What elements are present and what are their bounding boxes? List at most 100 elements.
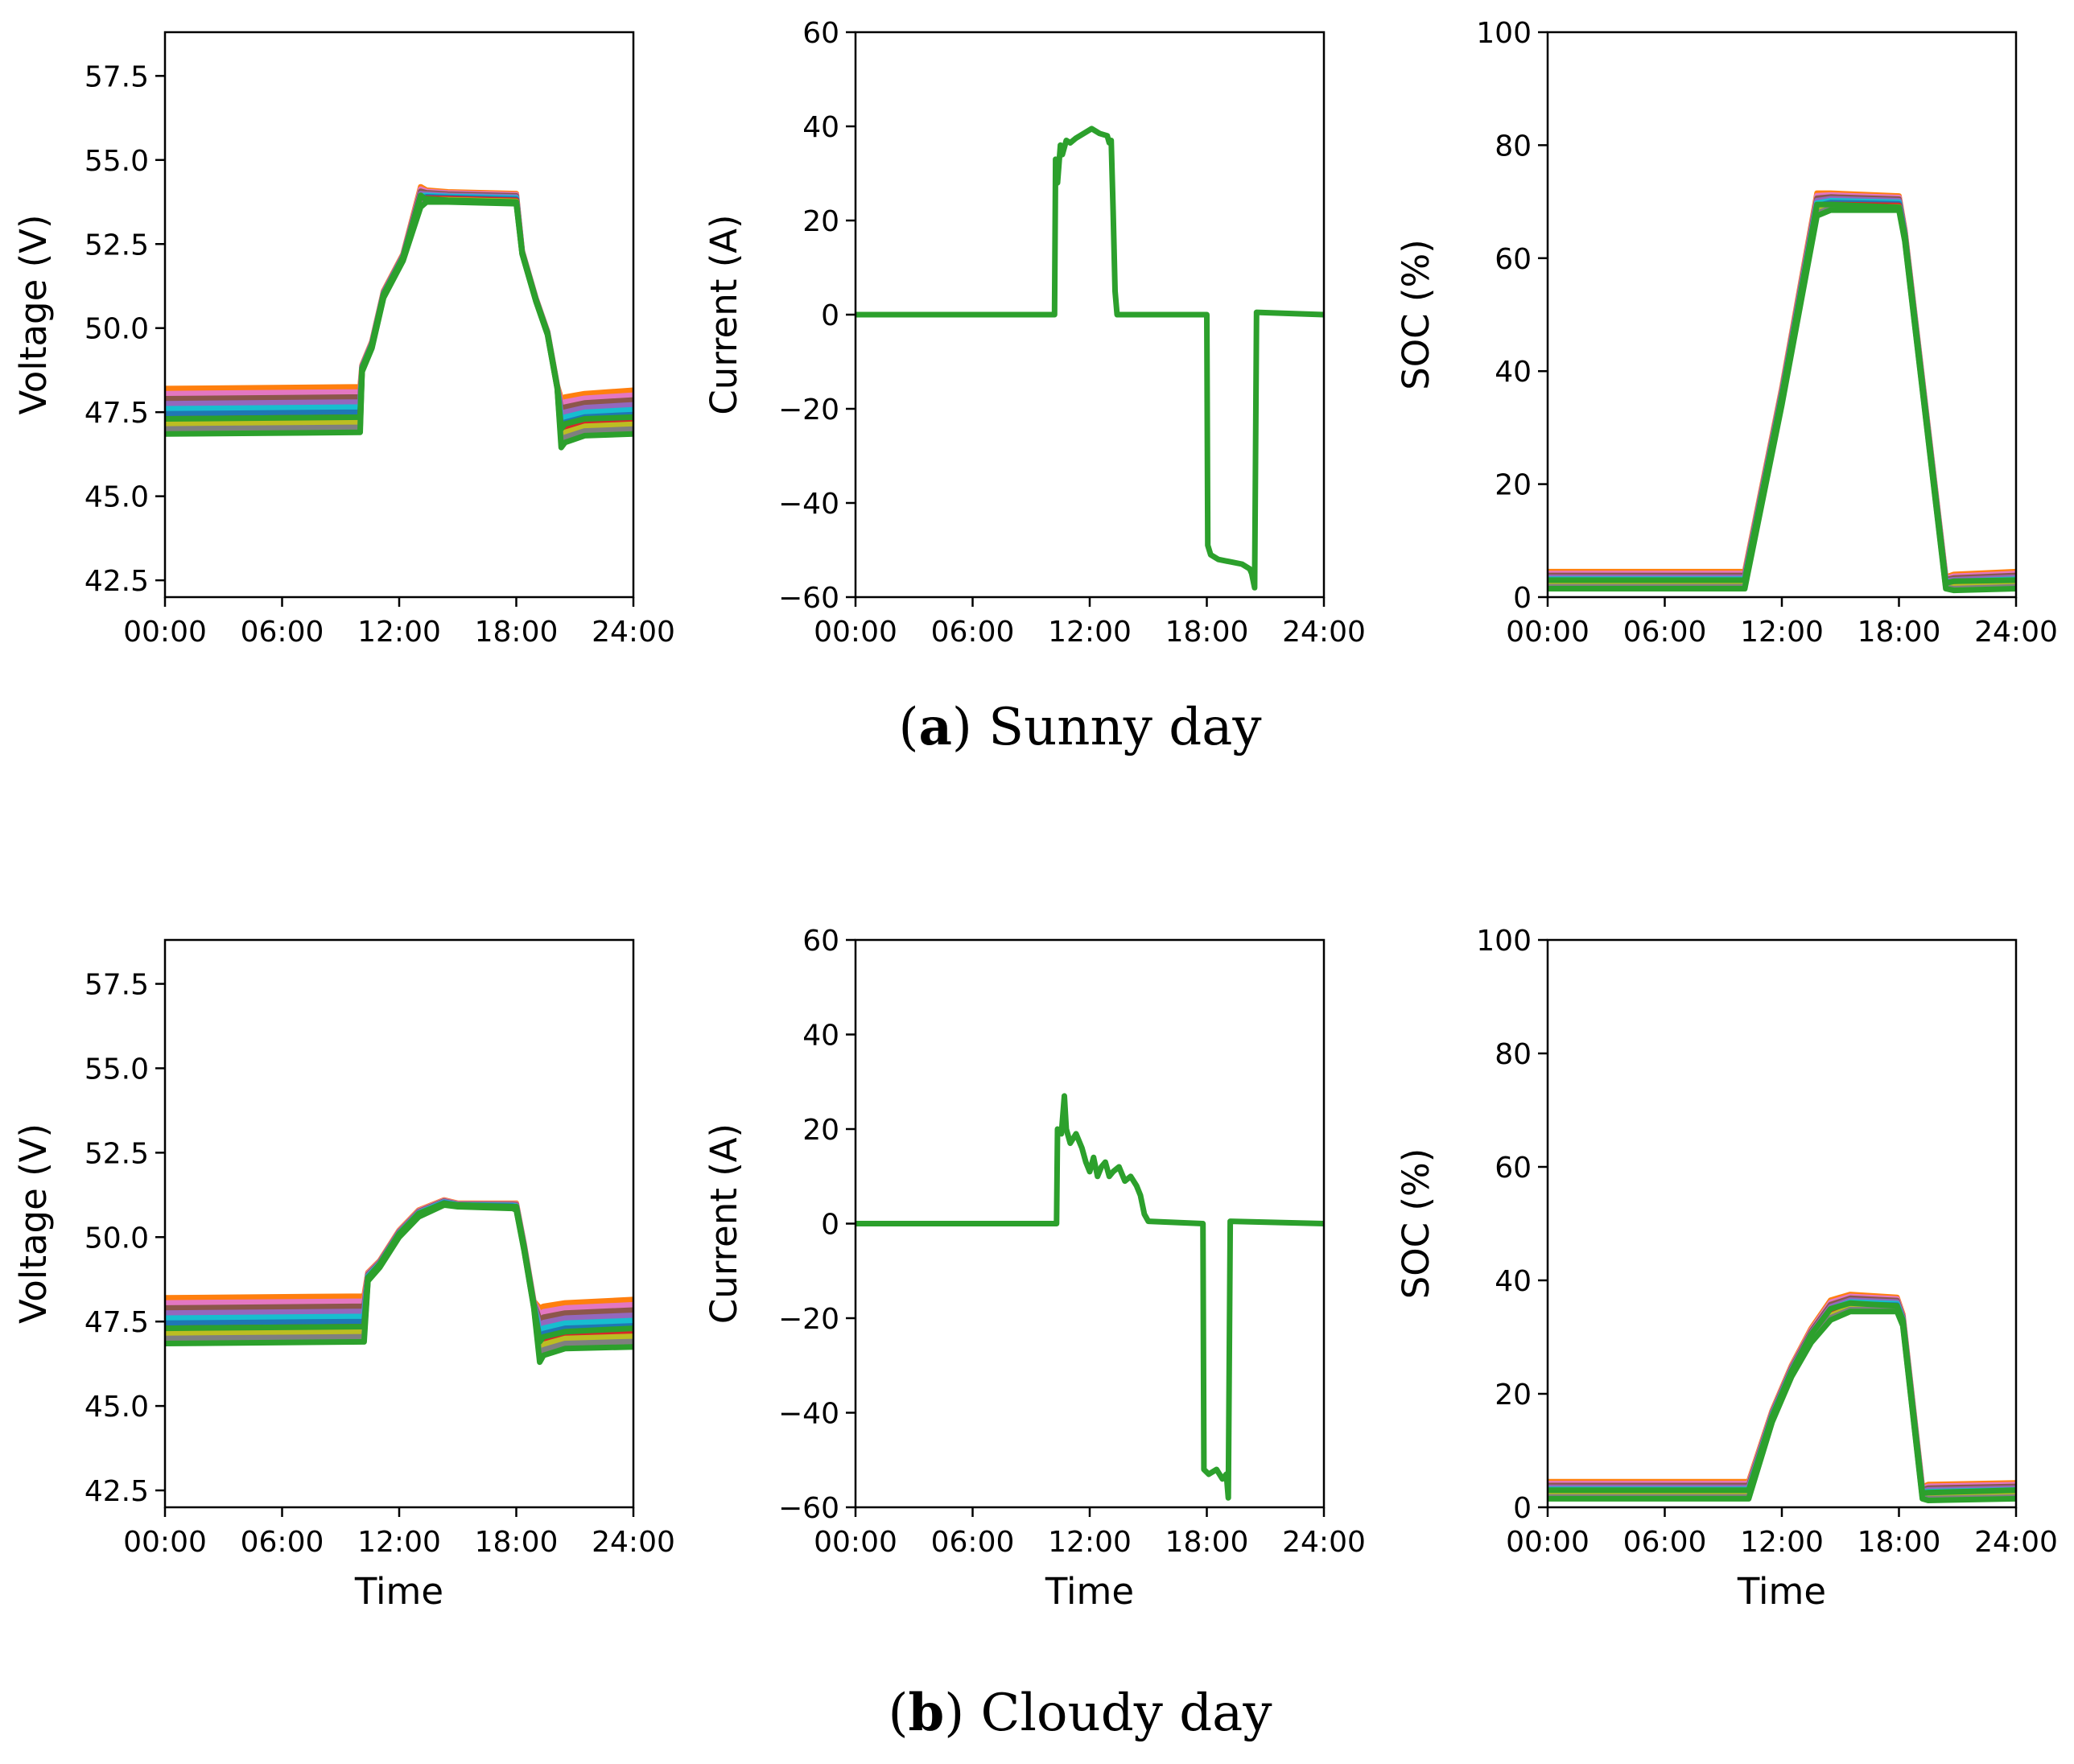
x-tick-label: 12:00 <box>1740 1526 1824 1559</box>
series-highlight <box>856 1093 1324 1501</box>
y-tick-label: 52.5 <box>85 229 149 262</box>
y-tick-label: 47.5 <box>85 397 149 430</box>
x-tick-label: 18:00 <box>1858 616 1941 649</box>
y-tick-label: 100 <box>1476 925 1532 958</box>
y-tick-label: 20 <box>802 205 839 238</box>
caption-a-letter: a <box>918 697 951 757</box>
caption-b-text: Cloudy day <box>964 1684 1272 1743</box>
series-highlight <box>165 1200 633 1345</box>
y-tick-label: 50.0 <box>85 313 149 346</box>
chart-b-3: 0 20 40 60 80 100 00:00 06:00 12:00 18:00 24:00 SOC… <box>1395 925 2058 1613</box>
x-tick-label: 18:00 <box>1165 1526 1249 1559</box>
y-tick-label: −40 <box>778 1398 839 1431</box>
x-tick-label: 00:00 <box>1506 616 1590 649</box>
series-cell-2 <box>165 186 633 407</box>
y-tick-label: 57.5 <box>85 60 149 93</box>
x-tick-label: 24:00 <box>1282 1526 1366 1559</box>
chart-a-2: −60 −40 −20 0 20 40 60 00:00 06:00 12:00 18:00 24:0… <box>703 17 1366 649</box>
y-tick-label: −20 <box>778 394 839 427</box>
x-tick-label: 06:00 <box>931 616 1015 649</box>
y-axis-label: SOC (%) <box>1395 1148 1437 1300</box>
panels-container: 42.5 45.0 47.5 50.0 52.5 55.0 57.5 00:00 06:00 12… <box>12 17 2058 1613</box>
x-tick-label: 00:00 <box>123 1526 207 1559</box>
y-tick-label: 0 <box>1513 1492 1532 1525</box>
x-tick-label: 06:00 <box>1623 1526 1707 1559</box>
y-tick-label: 52.5 <box>85 1137 149 1170</box>
y-tick-label: 40 <box>1495 356 1532 389</box>
x-tick-label: 12:00 <box>1048 1526 1132 1559</box>
y-tick-label: 40 <box>802 1020 839 1053</box>
plot-area <box>1548 190 2016 594</box>
x-tick-label: 00:00 <box>123 616 207 649</box>
x-axis-label: Time <box>1045 1570 1134 1613</box>
caption-a-text: Sunny day <box>972 698 1262 757</box>
y-tick-label: 80 <box>1495 130 1532 163</box>
y-tick-label: 20 <box>1495 469 1532 502</box>
plot-area <box>165 183 633 451</box>
x-axis-label: Time <box>354 1570 443 1613</box>
y-axis-label: SOC (%) <box>1395 239 1437 390</box>
y-tick-label: 80 <box>1495 1038 1532 1071</box>
x-tick-label: 24:00 <box>592 616 675 649</box>
x-tick-label: 06:00 <box>931 1526 1015 1559</box>
caption-b-letter: b <box>908 1683 944 1743</box>
x-axis-label: Time <box>1737 1570 1826 1613</box>
y-tick-label: 60 <box>802 925 839 958</box>
x-tick-label: 24:00 <box>592 1526 675 1559</box>
caption-b: (b) Cloudy day <box>889 1683 1272 1743</box>
x-tick-label: 12:00 <box>357 1526 441 1559</box>
chart-b-1: 42.5 45.0 47.5 50.0 52.5 55.0 57.5 00:00 06:00 12… <box>12 938 675 1613</box>
axes-frame <box>163 31 635 599</box>
y-tick-label: −20 <box>778 1303 839 1336</box>
series-cell-10 <box>1548 1309 2016 1503</box>
x-tick-label: 00:00 <box>814 1526 897 1559</box>
plot-area <box>856 126 1324 591</box>
y-tick-label: 40 <box>1495 1265 1532 1298</box>
series-cell-1 <box>165 183 633 402</box>
y-axis-label: Current (A) <box>703 1123 745 1324</box>
plot-area <box>165 1197 633 1366</box>
y-tick-label: −60 <box>778 582 839 615</box>
y-tick-label: 0 <box>1513 582 1532 615</box>
x-tick-label: 12:00 <box>1048 616 1132 649</box>
series-cell-3 <box>165 188 633 413</box>
y-axis-label: Voltage (V) <box>12 1123 55 1324</box>
series-cell-4 <box>165 191 633 418</box>
series-cell-1 <box>165 1197 633 1311</box>
chart-a-3: 0 20 40 60 80 100 00:00 06:00 12:00 18:00 24:00 SOC… <box>1395 17 2058 649</box>
x-tick-label: 24:00 <box>1282 616 1366 649</box>
plot-area <box>856 1093 1324 1501</box>
series-highlight <box>165 192 633 432</box>
x-tick-label: 00:00 <box>814 616 897 649</box>
x-tick-label: 18:00 <box>1165 616 1249 649</box>
plot-area <box>1548 1292 2016 1503</box>
y-tick-label: 60 <box>802 17 839 50</box>
y-tick-label: 100 <box>1476 17 1532 50</box>
x-tick-label: 00:00 <box>1506 1526 1590 1559</box>
y-tick-label: 20 <box>1495 1379 1532 1412</box>
x-tick-label: 18:00 <box>475 616 559 649</box>
y-tick-label: −40 <box>778 488 839 521</box>
y-tick-label: −60 <box>778 1492 839 1525</box>
y-tick-label: 47.5 <box>85 1306 149 1339</box>
y-tick-label: 55.0 <box>85 145 149 178</box>
axes-frame <box>1546 938 2018 1509</box>
y-axis-label: Current (A) <box>703 214 745 414</box>
y-tick-label: 0 <box>821 1209 839 1242</box>
x-tick-label: 06:00 <box>241 616 324 649</box>
y-tick-label: 60 <box>1495 1152 1532 1185</box>
axes-frame <box>163 938 635 1509</box>
y-tick-label: 45.0 <box>85 481 149 514</box>
series-highlight <box>856 126 1324 591</box>
y-tick-label: 55.0 <box>85 1053 149 1086</box>
series-highlight <box>1548 201 2016 586</box>
y-axis-label: Voltage (V) <box>12 215 55 415</box>
x-tick-label: 12:00 <box>357 616 441 649</box>
x-tick-label: 18:00 <box>475 1526 559 1559</box>
y-tick-label: 42.5 <box>85 565 149 598</box>
y-tick-label: 45.0 <box>85 1391 149 1424</box>
y-tick-label: 60 <box>1495 243 1532 276</box>
x-tick-label: 12:00 <box>1740 616 1824 649</box>
caption-a: (a) Sunny day <box>898 697 1261 757</box>
